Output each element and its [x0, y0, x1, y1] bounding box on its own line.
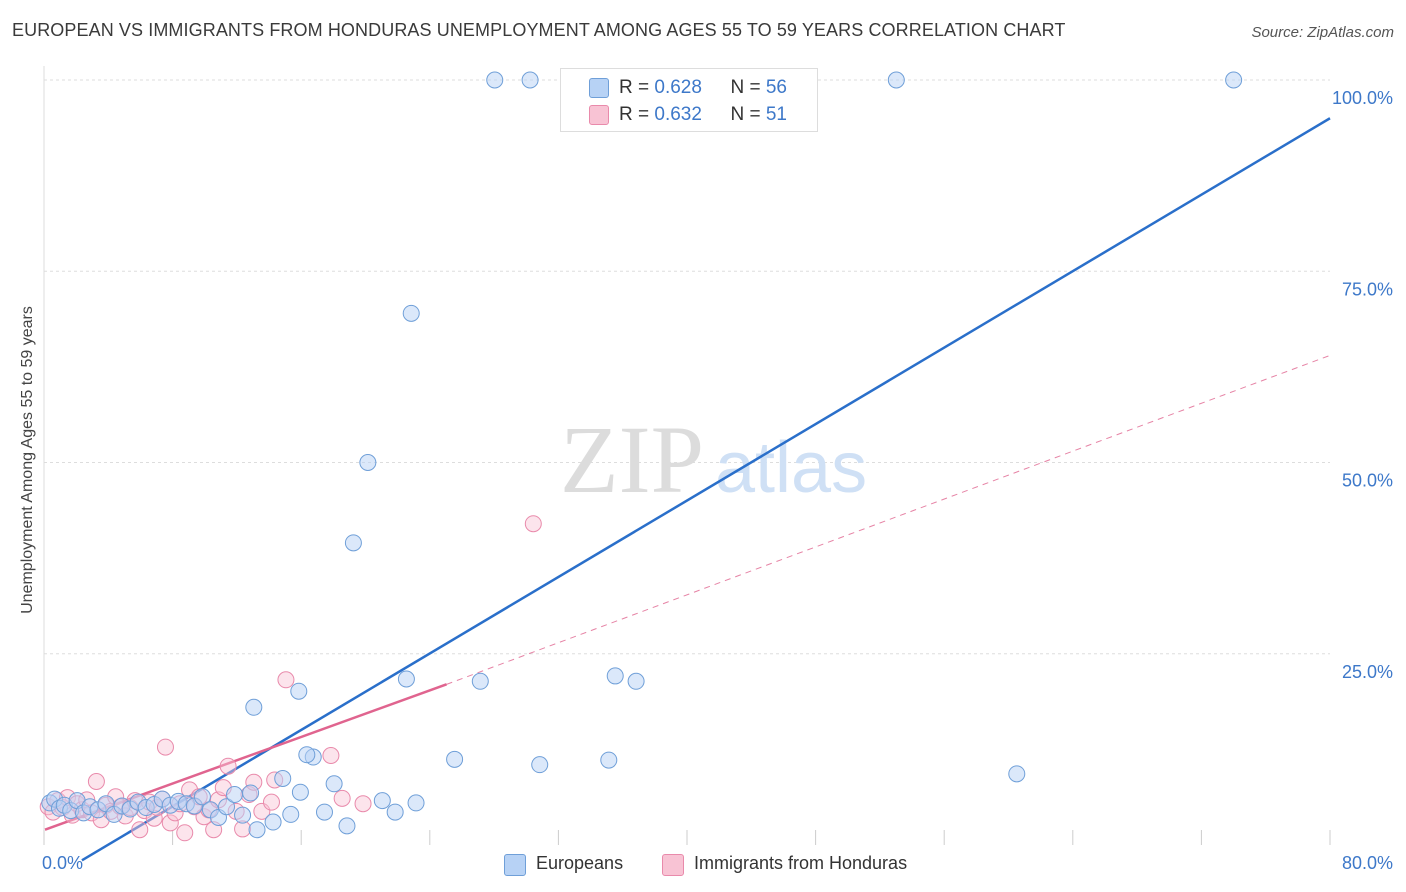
watermark: ZIP atlas — [560, 406, 867, 513]
europeans-point — [274, 769, 292, 787]
axes — [43, 66, 1331, 845]
r-value: 0.632 — [654, 104, 702, 125]
honduras-point — [156, 738, 174, 756]
europeans-swatch — [504, 854, 526, 876]
europeans-point — [315, 803, 333, 821]
europeans-point — [226, 786, 244, 804]
legend-row-honduras: R = 0.632 N = 51 — [561, 101, 817, 129]
honduras-point — [322, 746, 340, 764]
honduras-point — [354, 795, 372, 813]
y-tick-label: 75.0% — [1342, 279, 1393, 299]
europeans-trend-line — [81, 117, 1331, 862]
europeans-point — [264, 813, 282, 831]
europeans-point — [1008, 765, 1026, 783]
europeans-point — [397, 670, 415, 688]
europeans-point — [359, 454, 377, 471]
r-label: R = — [619, 104, 655, 125]
x-tick-label: 80.0% — [1342, 853, 1393, 873]
y-axis-label-wrap: Unemployment Among Ages 55 to 59 years — [14, 270, 42, 650]
source-credit: Source: ZipAtlas.com — [1251, 24, 1394, 41]
europeans-point — [344, 534, 362, 552]
data-points — [39, 71, 1243, 842]
watermark-zip: ZIP — [560, 406, 704, 513]
europeans-point — [245, 698, 263, 716]
honduras-point — [277, 671, 295, 689]
europeans-point — [386, 803, 404, 821]
honduras-point — [333, 789, 351, 807]
tick-labels: 100.0% 75.0% 50.0% 25.0% 0.0% 80.0% — [42, 88, 1393, 873]
x-tick-label: 0.0% — [42, 853, 83, 873]
europeans-point — [531, 756, 549, 774]
europeans-point — [373, 792, 391, 810]
europeans-point — [290, 682, 308, 700]
legend-row-europeans: R = 0.628 N = 56 — [561, 74, 817, 102]
europeans-point — [600, 751, 618, 769]
correlation-legend: R = 0.628 N = 56 R = 0.632 N = 51 — [560, 68, 818, 132]
honduras-point — [176, 824, 194, 842]
europeans-point — [291, 783, 309, 801]
legend-label-europeans: Europeans — [536, 853, 624, 873]
n-value: 56 — [765, 77, 787, 98]
n-label: N = — [730, 104, 766, 125]
europeans-point — [325, 775, 343, 793]
honduras-point — [219, 757, 237, 775]
europeans-point — [446, 750, 464, 768]
europeans-point — [193, 788, 211, 806]
europeans-swatch — [589, 78, 609, 98]
honduras-point — [87, 773, 105, 791]
r-label: R = — [619, 77, 655, 98]
europeans-point — [486, 71, 504, 89]
honduras-swatch — [662, 854, 684, 876]
honduras-point — [262, 793, 280, 811]
y-tick-label: 25.0% — [1342, 662, 1393, 682]
honduras-point — [524, 515, 542, 533]
honduras-trend-extension — [446, 354, 1331, 685]
y-tick-label: 100.0% — [1332, 88, 1393, 108]
honduras-swatch — [589, 105, 609, 125]
europeans-point — [471, 672, 489, 690]
europeans-point — [218, 798, 236, 816]
n-value: 51 — [765, 104, 787, 125]
gridlines — [44, 79, 1330, 655]
europeans-point — [234, 806, 252, 824]
europeans-point — [887, 71, 905, 89]
chart-title: EUROPEAN VS IMMIGRANTS FROM HONDURAS UNE… — [12, 20, 1066, 40]
europeans-point — [282, 805, 300, 823]
europeans-point — [627, 672, 645, 690]
europeans-point — [606, 667, 624, 685]
europeans-point — [407, 794, 425, 812]
y-tick-label: 50.0% — [1342, 471, 1393, 491]
europeans-point — [1225, 71, 1243, 89]
europeans-point — [338, 817, 356, 835]
europeans-point — [402, 304, 420, 322]
honduras-point — [161, 814, 179, 832]
legend-label-honduras: Immigrants from Honduras — [694, 853, 908, 873]
europeans-point — [521, 71, 539, 89]
n-label: N = — [730, 77, 766, 98]
europeans-point — [248, 821, 266, 839]
europeans-point — [242, 784, 260, 802]
series-legend: Europeans Immigrants from Honduras — [0, 852, 1406, 878]
r-value: 0.628 — [654, 77, 702, 98]
y-axis-label: Unemployment Among Ages 55 to 59 years — [19, 306, 36, 614]
europeans-point — [298, 746, 316, 764]
honduras-point — [131, 821, 149, 839]
